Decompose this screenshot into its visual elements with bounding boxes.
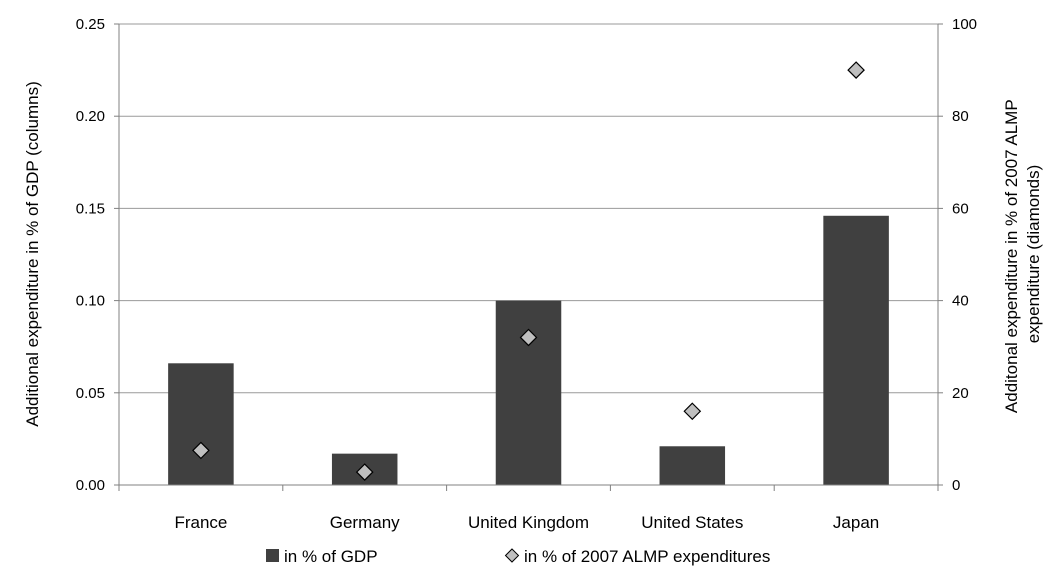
legend-label-almp: in % of 2007 ALMP expenditures [524,547,770,566]
left-tick-label: 0.25 [76,16,105,33]
right-axis-title-line-2: expenditure (diamonds) [1024,165,1043,344]
axes [118,24,939,491]
right-tick-label: 20 [952,385,969,402]
bar-united-kingdom [495,300,562,485]
right-axis-title: Additonal expenditure in % of 2007 ALMP … [1002,95,1043,413]
right-axis-title-line-1: Additonal expenditure in % of 2007 ALMP [1002,100,1021,413]
legend-label-gdp: in % of GDP [284,547,378,566]
category-label: Germany [330,513,400,532]
legend: in % of GDP in % of 2007 ALMP expenditure… [266,547,770,566]
bar-series [168,215,889,485]
diamond-united-states [683,402,702,421]
right-tick-label: 100 [952,16,977,33]
bar-japan [823,215,889,485]
right-tick-label: 0 [952,477,960,494]
category-label: Japan [833,513,879,532]
diamond-united-kingdom [519,328,538,347]
diamond-germany [355,463,374,481]
left-tick-label: 0.10 [76,293,105,310]
legend-diamond-swatch [504,548,520,563]
category-label: France [174,513,227,532]
right-axis-ticks: 0 20 40 60 80 100 [938,16,977,494]
left-tick-label: 0.00 [76,477,105,494]
bar-france [168,363,234,485]
bar-united-states [659,446,726,485]
left-axis-title: Additional expenditure in % of GDP (colu… [23,81,42,427]
left-tick-label: 0.15 [76,200,105,217]
diamond-france [192,441,210,460]
left-tick-label: 0.05 [76,385,105,402]
diamond-japan [847,61,865,79]
category-labels: France Germany United Kingdom United States… [174,513,879,532]
left-tick-label: 0.20 [76,108,105,125]
right-tick-label: 40 [952,293,969,310]
left-axis-ticks: 0.00 0.05 0.10 0.15 0.20 0.25 [76,16,119,494]
category-label: United Kingdom [468,513,589,532]
gridlines [119,23,938,394]
legend-square-swatch [266,549,279,562]
category-label: United States [641,513,743,532]
diamond-series [192,61,865,481]
right-tick-label: 60 [952,200,969,217]
right-tick-label: 80 [952,108,969,125]
